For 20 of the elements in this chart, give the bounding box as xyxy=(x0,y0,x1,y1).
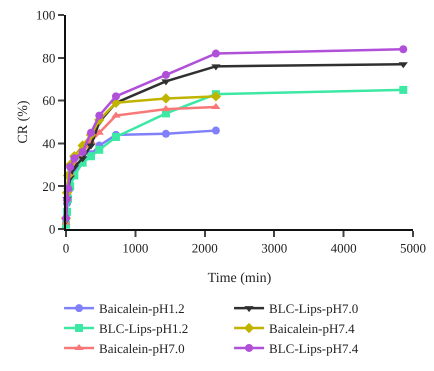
x-axis-title: Time (min) xyxy=(208,271,272,286)
y-tick-label: 40 xyxy=(42,136,56,151)
x-tick-label: 1000 xyxy=(122,240,148,256)
x-tick-label: 4000 xyxy=(330,240,357,256)
y-tick-label: 80 xyxy=(42,50,56,66)
y-axis-title: CR (%) xyxy=(16,100,31,144)
legend-label: BLC-Lips-pH7.4 xyxy=(269,341,359,356)
legend-label: Baicalein-pH7.0 xyxy=(99,341,185,356)
y-tick-label: 20 xyxy=(42,178,56,194)
legend-label: BLC-Lips-pH7.0 xyxy=(269,301,358,316)
x-tick-label: 5000 xyxy=(400,240,426,256)
x-tick-label: 3000 xyxy=(261,240,288,256)
x-tick-label: 0 xyxy=(62,240,70,256)
y-tick-label: 100 xyxy=(36,8,56,23)
legend-label: Baicalein-pH7.4 xyxy=(269,321,356,336)
legend-label: BLC-Lips-pH1.2 xyxy=(99,321,188,336)
y-tick-label: 60 xyxy=(42,93,56,108)
legend-label: Baicalein-pH1.2 xyxy=(99,301,185,316)
x-tick-label: 2000 xyxy=(192,240,218,256)
y-tick-label: 0 xyxy=(48,222,56,237)
